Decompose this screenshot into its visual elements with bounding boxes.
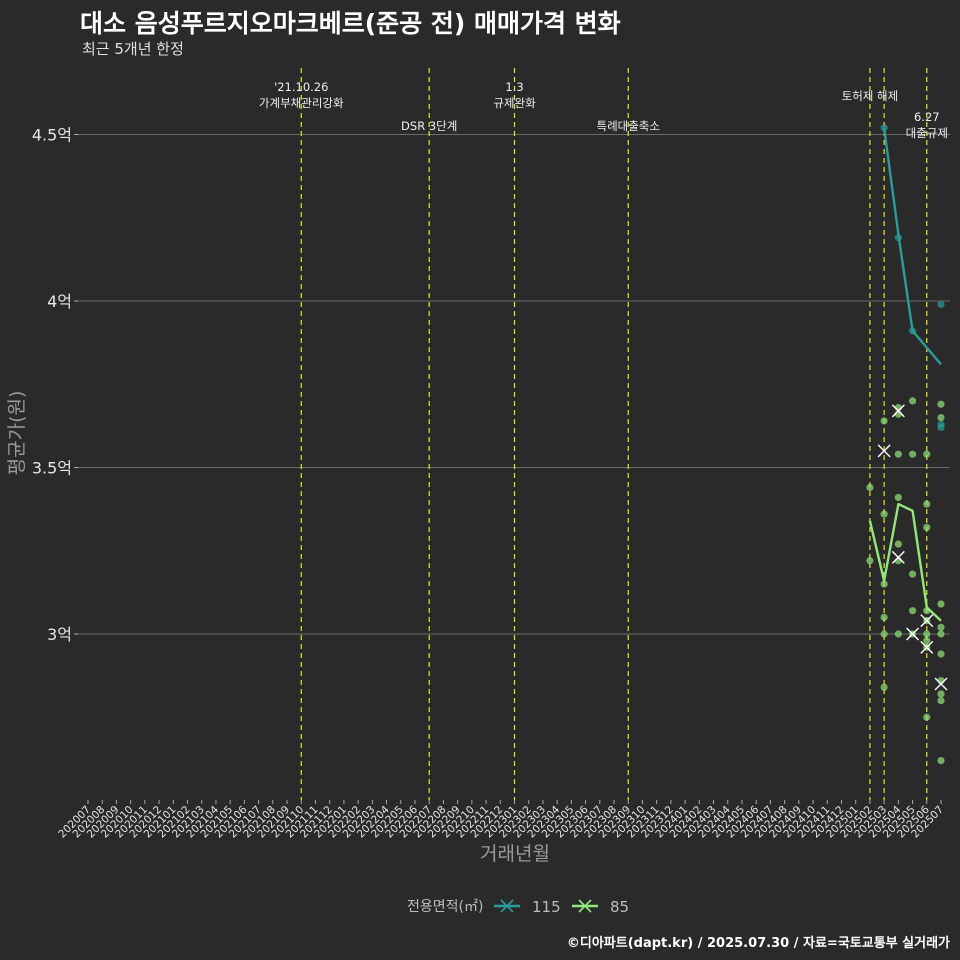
cross-marker-85	[934, 677, 948, 691]
data-point-85	[937, 623, 945, 631]
cross-marker-85	[920, 614, 934, 628]
data-point-85	[894, 540, 902, 548]
annotation-label: 대출규제	[906, 126, 948, 140]
annotation-label: 1.3	[505, 80, 523, 94]
y-tick-label: 3.5억	[32, 459, 72, 478]
y-axis-label: 평균가(원)	[6, 391, 28, 476]
series-layer	[866, 124, 948, 765]
data-point-85	[937, 630, 945, 638]
data-point-85	[937, 400, 945, 408]
data-point-85	[923, 713, 931, 721]
annotation-label: DSR 3단계	[401, 119, 457, 133]
legend-swatch-cross	[500, 899, 514, 913]
data-point-85	[937, 413, 945, 422]
annotation-label: 가계부채관리강화	[259, 96, 344, 110]
trend-line-115	[882, 127, 942, 366]
data-point-85	[880, 580, 888, 588]
annotation-label: 규제완화	[493, 96, 536, 110]
cross-marker-85	[906, 627, 920, 641]
cross-marker-85	[920, 640, 934, 654]
data-point-85	[880, 417, 888, 425]
trend-line-85	[868, 502, 942, 622]
data-point-85	[937, 650, 945, 658]
y-tick-label: 3억	[47, 625, 72, 644]
data-point-85	[894, 450, 902, 458]
data-point-85	[937, 600, 945, 608]
data-point-85	[866, 483, 874, 492]
data-point-85	[880, 630, 888, 638]
legend-swatch-cross	[578, 899, 592, 913]
x-axis: 2020072020082020092020102020112020122021…	[56, 800, 946, 840]
data-point-85	[880, 683, 888, 691]
source-caption: ©디아파트(dapt.kr) / 2025.07.30 / 자료=국토교통부 실…	[566, 936, 950, 951]
chart-subtitle: 최근 5개년 한정	[82, 40, 184, 58]
cross-marker-85	[891, 404, 905, 418]
annotation-label: '21.10.26	[274, 80, 328, 94]
data-point-85	[923, 523, 931, 532]
y-tick-label: 4.5억	[32, 126, 72, 145]
y-axis: 3억 3.5억 4억 4.5억	[32, 126, 78, 644]
annotation-label: 특례대출축소	[596, 119, 659, 133]
annotation-label: 6.27	[914, 110, 940, 124]
data-point-115	[937, 300, 945, 308]
data-point-85	[894, 630, 902, 638]
legend-label: 85	[610, 898, 629, 916]
data-point-85	[937, 756, 945, 765]
chart-title: 대소 음성푸르지오마크베르(준공 전) 매매가격 변화	[80, 9, 621, 38]
policy-event-lines	[300, 68, 928, 800]
x-axis-label: 거래년월	[480, 843, 550, 865]
data-point-85	[908, 397, 917, 405]
data-point-85	[880, 613, 888, 621]
data-point-85	[908, 570, 917, 578]
y-tick-label: 4억	[47, 292, 72, 311]
data-point-85	[923, 630, 931, 638]
data-point-85	[923, 450, 931, 458]
data-point-85	[908, 607, 917, 615]
data-point-85	[908, 450, 917, 458]
data-point-85	[866, 557, 874, 565]
data-point-85	[923, 637, 931, 645]
data-point-85	[937, 690, 945, 698]
data-point-115	[937, 423, 945, 432]
cross-marker-85	[877, 444, 891, 458]
data-point-85	[880, 510, 888, 518]
annotation-label: 토허제 해제	[842, 89, 899, 103]
data-point-85	[937, 697, 945, 705]
legend-label: 115	[532, 898, 561, 916]
legend: 전용면적(㎡) 115 85	[407, 898, 629, 916]
data-point-85	[923, 500, 931, 508]
data-point-85	[894, 493, 902, 502]
cross-marker-85	[891, 550, 905, 564]
legend-title: 전용면적(㎡)	[407, 899, 483, 915]
